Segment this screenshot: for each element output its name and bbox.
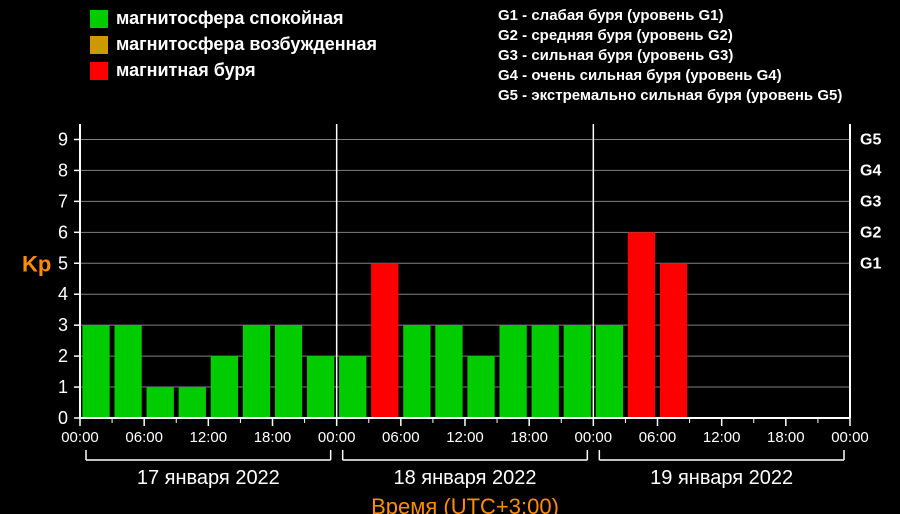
ytick-label: 0 xyxy=(58,408,68,428)
ytick-label: 3 xyxy=(58,315,68,335)
kp-bar xyxy=(564,325,591,418)
xtick-label: 18:00 xyxy=(510,429,548,446)
kp-bar xyxy=(403,325,430,418)
kp-bar xyxy=(532,325,559,418)
kp-bar xyxy=(243,325,270,418)
legend-swatch xyxy=(90,10,108,28)
legend-right-line: G5 - экстремально сильная буря (уровень … xyxy=(498,87,842,104)
ytick-label: 8 xyxy=(58,160,68,180)
xtick-label: 12:00 xyxy=(190,429,228,446)
y-axis-label: Kp xyxy=(22,251,51,276)
xtick-label: 18:00 xyxy=(254,429,292,446)
g-level-label: G5 xyxy=(860,131,881,148)
kp-bar xyxy=(596,325,623,418)
kp-bar xyxy=(371,263,398,418)
xtick-label: 06:00 xyxy=(125,429,163,446)
legend-left-label: магнитосфера возбужденная xyxy=(116,34,377,54)
kp-bar xyxy=(307,356,334,418)
legend-right-line: G3 - сильная буря (уровень G3) xyxy=(498,47,733,64)
xtick-label: 00:00 xyxy=(831,429,869,446)
day-label: 18 января 2022 xyxy=(394,467,537,489)
xtick-label: 12:00 xyxy=(446,429,484,446)
legend-right-line: G4 - очень сильная буря (уровень G4) xyxy=(498,67,782,84)
xtick-label: 00:00 xyxy=(575,429,613,446)
xtick-label: 18:00 xyxy=(767,429,805,446)
ytick-label: 2 xyxy=(58,346,68,366)
legend-swatch xyxy=(90,62,108,80)
kp-bar xyxy=(339,356,366,418)
ytick-label: 6 xyxy=(58,222,68,242)
g-level-label: G3 xyxy=(860,193,881,210)
day-label: 19 января 2022 xyxy=(650,467,793,489)
x-axis-title: Время (UTC+3:00) xyxy=(371,494,559,514)
legend-right-line: G1 - слабая буря (уровень G1) xyxy=(498,7,723,24)
ytick-label: 4 xyxy=(58,284,68,304)
kp-bar xyxy=(275,325,302,418)
legend-left-label: магнитная буря xyxy=(116,60,256,80)
kp-bar xyxy=(628,232,655,418)
ytick-label: 9 xyxy=(58,129,68,149)
kp-bar xyxy=(467,356,494,418)
day-label: 17 января 2022 xyxy=(137,467,280,489)
kp-bar xyxy=(211,356,238,418)
g-level-label: G1 xyxy=(860,255,881,272)
legend-right-line: G2 - средняя буря (уровень G2) xyxy=(498,27,733,44)
legend-left-label: магнитосфера спокойная xyxy=(116,8,344,28)
kp-bar xyxy=(114,325,141,418)
kp-bar xyxy=(147,387,174,418)
kp-bar xyxy=(179,387,206,418)
kp-bar xyxy=(660,263,687,418)
ytick-label: 5 xyxy=(58,253,68,273)
xtick-label: 06:00 xyxy=(382,429,420,446)
kp-bar xyxy=(499,325,526,418)
legend-swatch xyxy=(90,36,108,54)
kp-bar xyxy=(435,325,462,418)
kp-bar xyxy=(82,325,109,418)
g-level-label: G2 xyxy=(860,224,881,241)
xtick-label: 00:00 xyxy=(61,429,99,446)
xtick-label: 06:00 xyxy=(639,429,677,446)
xtick-label: 12:00 xyxy=(703,429,741,446)
ytick-label: 7 xyxy=(58,191,68,211)
g-level-label: G4 xyxy=(860,162,881,179)
ytick-label: 1 xyxy=(58,377,68,397)
kp-chart: 0 1 2 3 4 5 6 7 8 9 Kp G1 G2 G3 G4 G5 00:00 06:00 12:00 18:… xyxy=(0,0,900,514)
xtick-label: 00:00 xyxy=(318,429,356,446)
